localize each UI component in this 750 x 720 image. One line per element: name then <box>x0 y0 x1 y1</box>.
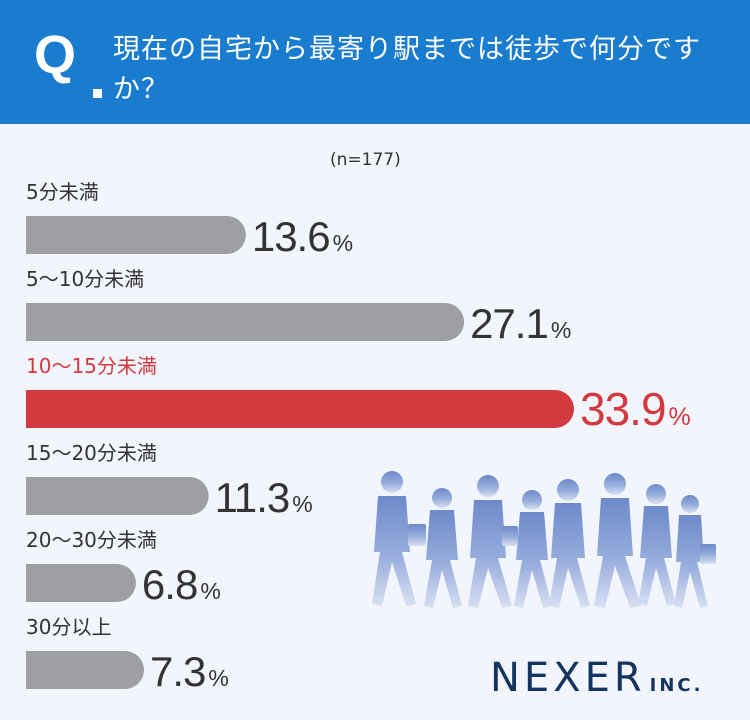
category-label: 15〜20分未満 <box>26 441 157 465</box>
logo-name: NEXER <box>490 655 646 701</box>
logo-suffix: INC. <box>649 675 704 696</box>
nexer-logo: NEXER INC. <box>490 655 703 701</box>
category-label: 20〜30分未満 <box>26 528 157 552</box>
bar <box>26 477 209 515</box>
value-label: 33.9% <box>580 383 691 435</box>
value-label: 27.1% <box>470 300 571 347</box>
bar <box>26 651 145 689</box>
category-label: 5〜10分未満 <box>26 267 144 291</box>
value-label: 11.3% <box>215 474 313 521</box>
value-label: 7.3% <box>150 648 229 695</box>
bar <box>26 216 246 254</box>
question-mark: Q <box>34 25 77 85</box>
value-label: 13.6% <box>252 213 353 260</box>
bar <box>26 303 465 341</box>
category-label: 30分以上 <box>26 615 111 639</box>
question-mark-dot <box>93 89 102 98</box>
question-text: 現在の自宅から最寄り駅までは徒歩で何分ですか？ <box>113 34 701 105</box>
value-label: 6.8% <box>142 561 221 608</box>
bar <box>26 564 136 602</box>
question-header: Q 現在の自宅から最寄り駅までは徒歩で何分ですか？ <box>0 0 750 124</box>
category-label: 10〜15分未満 <box>26 354 157 378</box>
bar <box>26 390 574 428</box>
sample-size-note: (n=177) <box>330 150 401 170</box>
category-label: 5分未満 <box>26 180 99 204</box>
